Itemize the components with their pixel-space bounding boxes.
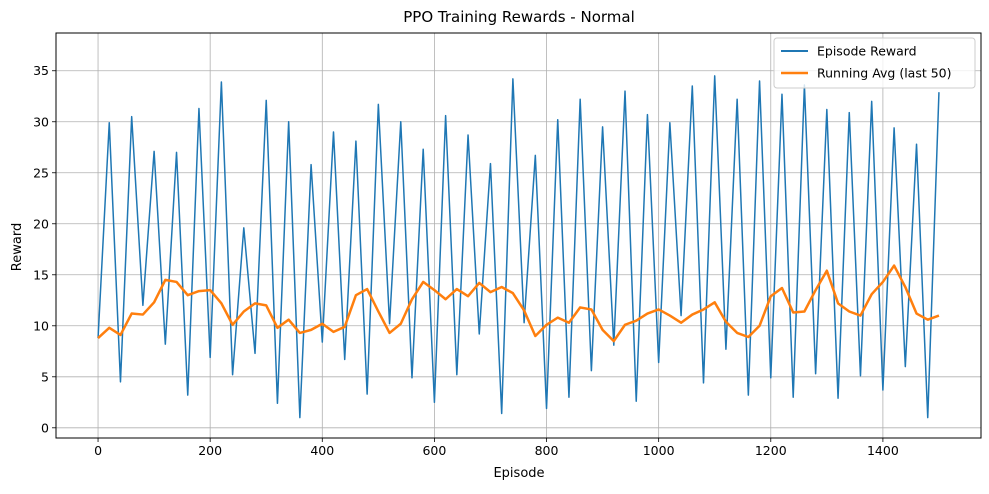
y-tick-label: 15 — [33, 267, 49, 282]
y-tick-label: 0 — [41, 420, 49, 435]
y-tick-label: 25 — [33, 165, 49, 180]
y-tick-label: 30 — [33, 114, 49, 129]
plot-frame — [55, 32, 982, 439]
x-tick-label: 1400 — [867, 443, 899, 458]
x-tick-label: 0 — [94, 443, 102, 458]
x-axis-label: Episode — [493, 466, 544, 481]
legend: Episode Reward Running Avg (last 50) — [773, 37, 976, 89]
series-episode-reward — [97, 75, 940, 419]
y-tick-label: 35 — [33, 63, 49, 78]
legend-box — [773, 37, 976, 89]
x-tick-label: 200 — [198, 443, 222, 458]
legend-label-episode-reward: Episode Reward — [817, 44, 917, 59]
y-tick-label: 5 — [41, 369, 49, 384]
series-layer — [97, 75, 940, 419]
y-axis-label: Reward — [10, 223, 25, 271]
chart-title: PPO Training Rewards - Normal — [403, 8, 635, 26]
grid — [56, 33, 981, 438]
series-running-avg — [97, 264, 940, 343]
x-tick-label: 1200 — [755, 443, 787, 458]
x-tick-label: 600 — [422, 443, 446, 458]
x-tick-label: 1000 — [643, 443, 675, 458]
x-tick-label: 400 — [310, 443, 334, 458]
legend-label-running-avg: Running Avg (last 50) — [817, 66, 952, 81]
axis-ticks: 0 200 400 600 800 1000 1200 1400 0 5 10 15 20 25 30 35 — [33, 63, 899, 458]
y-tick-label: 20 — [33, 216, 49, 231]
y-tick-label: 10 — [33, 318, 49, 333]
x-tick-label: 800 — [535, 443, 559, 458]
